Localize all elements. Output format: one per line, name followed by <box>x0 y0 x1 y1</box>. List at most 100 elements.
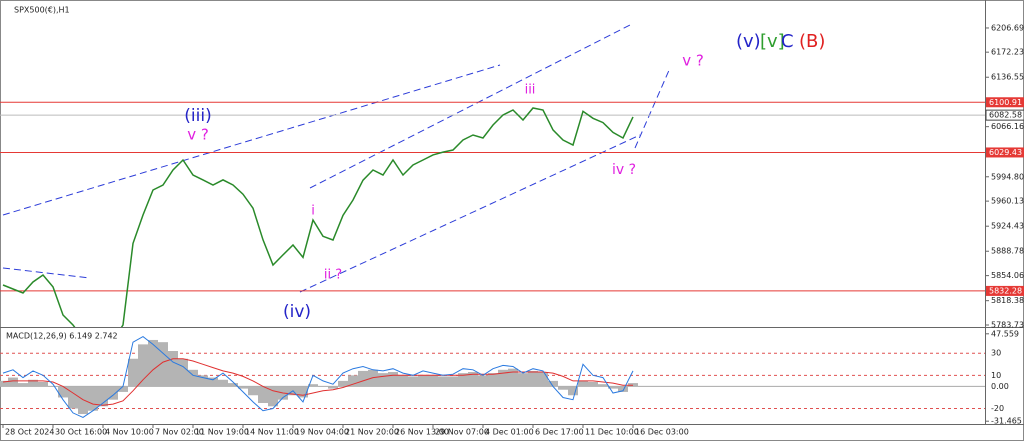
wave-label: (v) <box>736 31 761 52</box>
macd-bar <box>408 376 418 387</box>
macd-bar <box>468 372 478 387</box>
macd-bar <box>108 386 118 400</box>
last-price-label: 6082.58 <box>989 111 1022 120</box>
level-label: 6100.91 <box>989 98 1022 107</box>
y-tick-label: -31.465 <box>991 417 1022 426</box>
level-box <box>986 97 1024 108</box>
x-tick-label: 7 Nov 02:00 <box>155 428 204 437</box>
wave-label: (B) <box>799 31 825 52</box>
macd-bar <box>358 370 368 387</box>
macd-bar <box>488 373 498 387</box>
macd-line <box>2 336 634 418</box>
macd-bar <box>398 375 408 387</box>
symbol: SPX500(€),H1 <box>14 6 70 15</box>
y-tick-label: 5924.43 <box>991 222 1024 231</box>
x-tick-label: 11 Dec 10:00 <box>585 428 639 437</box>
macd-bar <box>128 358 138 387</box>
macd-bar <box>478 375 488 387</box>
y-tick-label: 5783.73 <box>991 321 1024 330</box>
last-price-box <box>985 109 1024 121</box>
x-tick-label: 6 Dec 17:00 <box>535 428 584 437</box>
macd-bar <box>248 386 258 396</box>
x-tick-label: 4 Nov 10:00 <box>105 428 154 437</box>
wave-label: [v] <box>760 31 785 52</box>
x-tick-label: 14 Nov 11:00 <box>245 428 299 437</box>
x-tick-label: 16 Dec 03:00 <box>635 428 689 437</box>
wave-annotation: i <box>311 204 315 219</box>
wave-annotation: (iv) <box>283 302 311 322</box>
x-tick-label: 29 Nov 07:00 <box>435 428 489 437</box>
macd-bar <box>568 386 578 396</box>
macd-bar <box>418 375 428 387</box>
macd-bar <box>238 386 248 389</box>
y-tick-label: 30 <box>991 349 1001 358</box>
y-tick-label: 47.559 <box>991 329 1019 338</box>
macd-bar <box>138 344 148 387</box>
macd-bar <box>18 383 28 387</box>
level-label: 6029.43 <box>989 148 1022 157</box>
x-tick-label: 28 Oct 2024 <box>5 428 54 437</box>
macd-bar <box>598 384 608 387</box>
macd-bar <box>88 386 98 411</box>
macd-bar <box>98 386 108 407</box>
trendline <box>2 64 501 216</box>
y-tick-label: 10 <box>991 371 1001 380</box>
x-tick-label: 30 Oct 16:00 <box>55 428 107 437</box>
wave-annotation: v ? <box>682 52 704 70</box>
macd-bar <box>148 339 158 387</box>
y-tick-label: -20 <box>991 404 1004 413</box>
macd-bar <box>168 351 178 387</box>
x-tick-label: 21 Nov 20:00 <box>345 428 399 437</box>
macd-line <box>2 358 633 406</box>
macd-bar <box>8 377 18 387</box>
macd-bar <box>558 386 568 390</box>
level-label: 5832.28 <box>989 286 1022 295</box>
macd-bar <box>538 372 548 387</box>
macd-title: MACD(12,26,9) 6.149 2.742 <box>6 332 118 341</box>
macd-bar <box>158 342 168 387</box>
macd-bar <box>348 375 358 387</box>
macd-bar <box>268 386 278 407</box>
macd-series <box>0 336 638 418</box>
wave-annotation: v ? <box>187 126 209 144</box>
trendline <box>309 24 631 189</box>
level-box <box>986 147 1024 158</box>
x-tick-label: 19 Nov 04:00 <box>295 428 349 437</box>
macd-bar <box>178 358 188 387</box>
macd-bar <box>628 383 638 387</box>
macd-bar <box>608 386 618 389</box>
macd-bar <box>68 386 78 409</box>
macd-bar <box>448 376 458 387</box>
macd-bar <box>258 386 268 403</box>
trendline <box>634 67 671 149</box>
macd-bar <box>208 377 218 387</box>
macd-bar <box>498 369 508 387</box>
y-tick-label: 6136.55 <box>991 73 1024 82</box>
macd-bar <box>508 368 518 387</box>
macd-bar <box>0 380 8 387</box>
macd-bar <box>518 373 528 387</box>
macd-bar <box>228 383 238 387</box>
y-tick-label: 0.00 <box>991 382 1009 391</box>
wave-annotation: ii ? <box>324 268 342 283</box>
macd-bar <box>578 380 588 387</box>
macd-bar <box>438 376 448 387</box>
macd-bar <box>308 384 318 387</box>
macd-bar <box>338 380 348 387</box>
macd-bar <box>198 375 208 387</box>
x-tick-label: 26 Nov 13:00 <box>395 428 449 437</box>
macd-bar <box>528 370 538 387</box>
wave-annotation: iv ? <box>612 162 636 178</box>
macd-bar <box>428 375 438 387</box>
y-tick-label: 5818.38 <box>991 296 1024 305</box>
x-tick-label: 11 Nov 19:00 <box>195 428 249 437</box>
wave-annotation: iii <box>525 83 536 98</box>
macd-bar <box>188 369 198 387</box>
price-series <box>2 107 634 327</box>
macd-bar <box>58 386 68 398</box>
y-tick-label: 5960.13 <box>991 197 1024 206</box>
wave-label: C <box>781 31 794 52</box>
macd-bar <box>588 381 598 387</box>
y-tick-label: 6172.23 <box>991 48 1024 57</box>
